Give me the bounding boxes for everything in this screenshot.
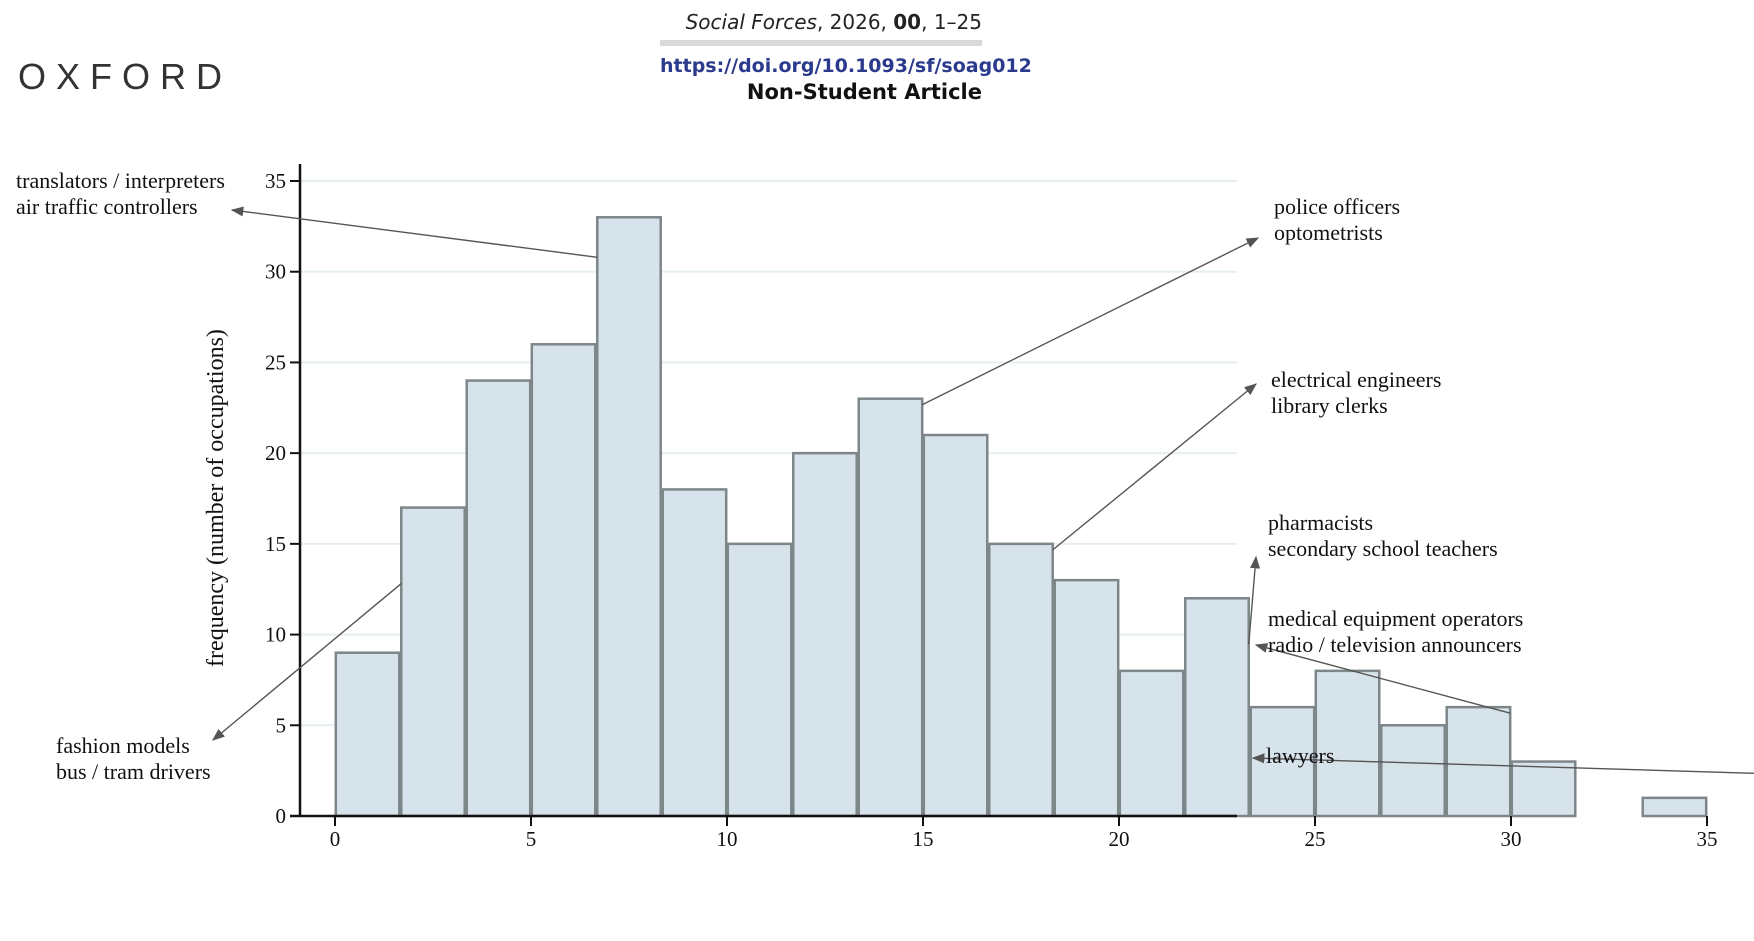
bar-3 xyxy=(530,343,597,818)
annotation-label-0-1: air traffic controllers xyxy=(16,194,198,219)
y-tick-label-2: 10 xyxy=(265,623,286,647)
x-tick-label-2: 10 xyxy=(717,827,738,851)
bar-13 xyxy=(1184,597,1250,818)
annotation-label-1-1: optometrists xyxy=(1274,220,1383,245)
journal-header: Social Forces, 2026, 00, 1–25 https://do… xyxy=(660,8,1032,106)
y-tick-label-7: 35 xyxy=(265,169,286,193)
citation: Social Forces, 2026, 00, 1–25 xyxy=(660,8,982,36)
bar-9 xyxy=(922,433,989,818)
x-tick-label-1: 5 xyxy=(526,827,537,851)
y-tick-label-6: 30 xyxy=(265,260,286,284)
bar-18 xyxy=(1510,760,1577,818)
annotation-arrow-2 xyxy=(1052,383,1257,551)
article-type: Non-Student Article xyxy=(746,80,982,104)
annotation-label-6-0: fashion models xyxy=(56,733,190,758)
x-tick-label-6: 30 xyxy=(1501,827,1522,851)
bar-19 xyxy=(1641,796,1708,818)
citation-volume: 00 xyxy=(893,10,922,34)
annotation-label-4-1: radio / television announcers xyxy=(1268,632,1522,657)
annotation-label-1-0: police officers xyxy=(1274,194,1400,219)
bar-8 xyxy=(857,397,924,818)
bar-0 xyxy=(334,651,401,818)
annotation-label-3-0: pharmacists xyxy=(1268,510,1373,535)
bar-4 xyxy=(596,216,662,818)
header-rule xyxy=(660,40,982,46)
annotation-label-4-0: medical equipment operators xyxy=(1268,606,1523,631)
bar-15 xyxy=(1314,669,1381,818)
x-tick-label-7: 35 xyxy=(1697,827,1718,851)
publisher-logo: OXFORD xyxy=(18,56,233,97)
annotation-label-3-1: secondary school teachers xyxy=(1268,536,1498,561)
annotation-label-5-0: lawyers xyxy=(1266,743,1334,768)
annotation-label-0-0: translators / interpreters xyxy=(16,168,225,193)
y-axis-label: frequency (number of occupations) xyxy=(203,329,229,667)
x-tick-label-4: 20 xyxy=(1109,827,1130,851)
y-tick-label-5: 25 xyxy=(265,350,286,374)
bar-17 xyxy=(1445,705,1512,818)
bar-7 xyxy=(792,451,858,818)
x-tick-label-0: 0 xyxy=(330,827,341,851)
bar-10 xyxy=(988,542,1054,818)
y-tick-label-0: 0 xyxy=(276,804,287,828)
y-tick-label-1: 5 xyxy=(276,713,287,737)
y-tick-label-4: 20 xyxy=(265,441,286,465)
bar-12 xyxy=(1118,669,1185,818)
journal-name: Social Forces xyxy=(685,10,817,34)
annotation-label-2-0: electrical engineers xyxy=(1271,367,1441,392)
x-tick-label-5: 25 xyxy=(1305,827,1326,851)
annotation-label-6-1: bus / tram drivers xyxy=(56,759,211,784)
annotation-arrow-1 xyxy=(921,237,1260,406)
citation-pages: , 1–25 xyxy=(921,10,982,34)
bar-16 xyxy=(1380,724,1446,818)
annotation-arrow-6 xyxy=(212,583,402,741)
bar-2 xyxy=(465,379,532,818)
bar-11 xyxy=(1053,578,1120,818)
bar-5 xyxy=(661,488,728,818)
citation-year: , 2026, xyxy=(816,10,894,34)
bar-1 xyxy=(400,506,466,818)
annotation-label-2-1: library clerks xyxy=(1271,393,1388,418)
annotation-arrow-3 xyxy=(1248,555,1261,645)
doi-link[interactable]: https://doi.org/10.1093/sf/soag012 xyxy=(660,55,1032,77)
bar-6 xyxy=(726,542,793,818)
annotation-arrow-5 xyxy=(1251,753,1754,775)
annotation-arrow-0 xyxy=(230,206,598,258)
annotation-arrow-4 xyxy=(1254,643,1511,714)
y-tick-label-3: 15 xyxy=(265,532,286,556)
x-tick-label-3: 15 xyxy=(913,827,934,851)
